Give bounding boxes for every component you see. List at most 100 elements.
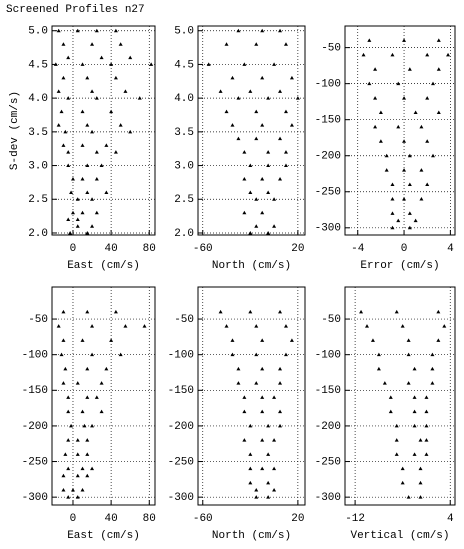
- point: [254, 136, 259, 141]
- point: [295, 96, 300, 100]
- y-tick-label: -100: [168, 350, 194, 362]
- point: [407, 153, 412, 158]
- y-tick-label: 2.0: [174, 228, 194, 240]
- point: [94, 96, 99, 100]
- y-tick-label: -100: [315, 79, 341, 91]
- point: [406, 495, 411, 499]
- point: [80, 177, 85, 181]
- point: [218, 89, 223, 93]
- point: [283, 109, 288, 114]
- x-tick-label: 0: [401, 243, 408, 255]
- point: [248, 309, 253, 314]
- plot-frame: [344, 286, 456, 506]
- point: [407, 225, 412, 230]
- point: [431, 81, 435, 86]
- point: [206, 62, 211, 66]
- point: [90, 89, 95, 93]
- point: [236, 366, 241, 371]
- y-tick-label: -250: [315, 456, 341, 468]
- point: [61, 309, 66, 314]
- point: [128, 129, 133, 134]
- point: [85, 473, 90, 478]
- point: [94, 150, 99, 154]
- point: [75, 452, 80, 456]
- point: [272, 466, 277, 471]
- point: [66, 438, 71, 442]
- point: [373, 96, 378, 100]
- point: [66, 150, 71, 154]
- point: [402, 38, 407, 42]
- x-axis-label: Vertical (cm/s): [350, 530, 449, 542]
- point: [61, 143, 66, 147]
- y-tick-label: 4.5: [174, 59, 194, 71]
- point: [278, 381, 283, 385]
- point: [283, 324, 288, 328]
- point: [390, 52, 395, 57]
- point: [85, 190, 90, 195]
- y-tick-label: 3.0: [28, 160, 48, 172]
- point: [266, 480, 271, 485]
- point: [266, 96, 271, 100]
- point: [236, 96, 241, 100]
- y-tick-label: 2.5: [28, 194, 48, 206]
- point: [266, 190, 271, 195]
- x-tick-label: 40: [105, 513, 118, 525]
- point: [80, 143, 85, 147]
- point: [266, 163, 271, 168]
- x-axis-label: East (cm/s): [67, 530, 140, 542]
- point: [382, 381, 387, 385]
- point: [425, 52, 430, 57]
- point: [388, 409, 393, 414]
- point: [394, 452, 399, 456]
- plot-frame: [197, 286, 306, 506]
- point: [260, 28, 265, 33]
- point: [260, 123, 265, 127]
- point: [90, 224, 95, 228]
- point: [69, 423, 74, 428]
- point: [396, 124, 401, 129]
- point: [373, 67, 378, 71]
- point: [278, 423, 283, 428]
- y-tick-label: -300: [315, 492, 341, 504]
- point: [118, 123, 123, 127]
- point: [424, 409, 429, 414]
- point: [56, 324, 61, 328]
- point: [66, 395, 71, 399]
- point: [400, 324, 405, 328]
- point: [53, 62, 58, 66]
- point: [80, 466, 85, 471]
- point: [109, 109, 114, 114]
- point: [260, 177, 265, 181]
- point: [128, 55, 133, 60]
- point: [412, 366, 417, 371]
- point: [70, 488, 75, 492]
- point: [75, 381, 80, 385]
- point: [80, 210, 85, 215]
- x-tick-label: 20: [291, 513, 304, 525]
- point: [236, 28, 241, 33]
- y-tick-label: -300: [315, 223, 341, 235]
- x-tick-label: 4: [447, 243, 454, 255]
- point: [61, 381, 66, 385]
- plot-frame: [51, 286, 156, 506]
- point: [376, 352, 381, 357]
- point: [436, 38, 441, 42]
- point: [61, 75, 66, 80]
- point: [394, 309, 399, 314]
- point: [254, 381, 259, 385]
- x-tick-label: 80: [143, 513, 156, 525]
- point: [248, 89, 253, 93]
- point: [85, 309, 90, 314]
- point: [82, 423, 87, 428]
- point: [242, 409, 247, 414]
- point: [407, 182, 412, 187]
- point: [254, 488, 259, 492]
- point: [61, 473, 66, 478]
- y-tick-label: 2.5: [174, 194, 194, 206]
- point: [283, 352, 288, 357]
- point: [94, 177, 99, 181]
- y-tick-label: -50: [28, 314, 48, 326]
- point: [61, 42, 66, 46]
- point: [224, 324, 229, 328]
- point: [242, 62, 247, 66]
